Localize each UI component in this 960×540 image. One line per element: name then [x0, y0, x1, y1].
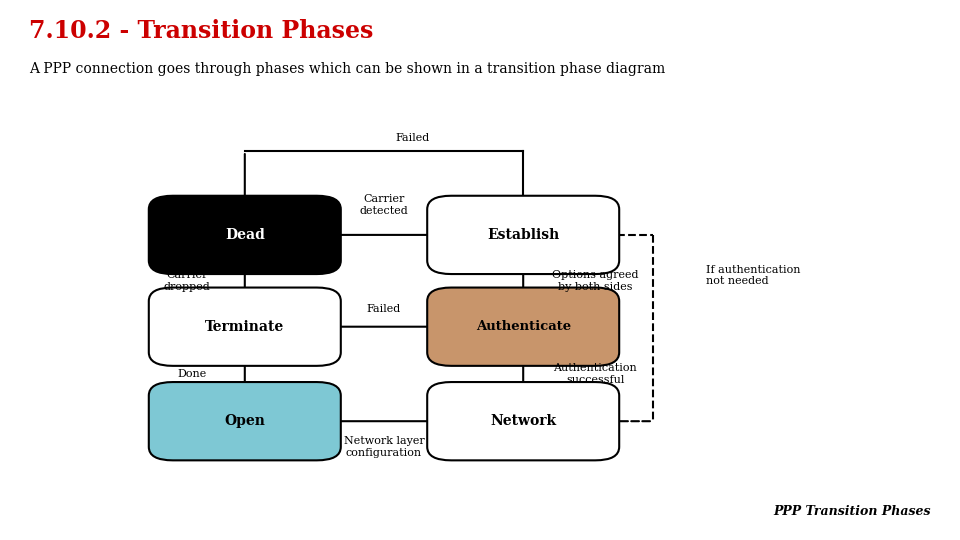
Text: 7.10.2 - Transition Phases: 7.10.2 - Transition Phases [29, 19, 373, 43]
Text: PPP Transition Phases: PPP Transition Phases [774, 505, 931, 518]
FancyBboxPatch shape [149, 382, 341, 460]
Text: Open: Open [225, 414, 265, 428]
Text: Failed: Failed [396, 133, 430, 143]
FancyBboxPatch shape [427, 382, 619, 460]
Text: A PPP connection goes through phases which can be shown in a transition phase di: A PPP connection goes through phases whi… [29, 62, 665, 76]
Text: Terminate: Terminate [205, 320, 284, 334]
Text: Network layer
configuration: Network layer configuration [344, 436, 424, 458]
Text: Dead: Dead [225, 228, 265, 242]
Text: Done: Done [178, 369, 206, 379]
Text: Failed: Failed [367, 305, 401, 314]
FancyBboxPatch shape [427, 195, 619, 274]
Text: Options agreed
by both sides: Options agreed by both sides [552, 270, 638, 292]
Text: If authentication
not needed: If authentication not needed [706, 265, 800, 286]
Text: Carrier
dropped: Carrier dropped [164, 270, 210, 292]
Text: Network: Network [491, 414, 556, 428]
Text: Authentication
successful: Authentication successful [553, 363, 637, 384]
Text: Authenticate: Authenticate [475, 320, 571, 333]
FancyBboxPatch shape [149, 195, 341, 274]
Text: Carrier
detected: Carrier detected [360, 194, 408, 216]
FancyBboxPatch shape [149, 287, 341, 366]
FancyBboxPatch shape [427, 287, 619, 366]
Text: Establish: Establish [487, 228, 560, 242]
